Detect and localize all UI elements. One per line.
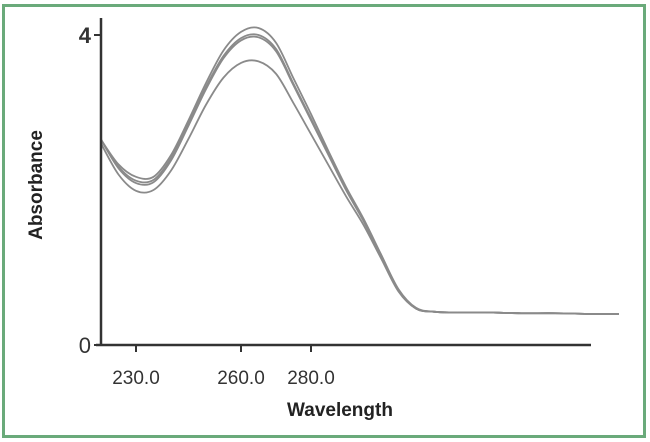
y-axis-title: Absorbance: [26, 130, 47, 240]
x-tick-label: 260.0: [217, 368, 265, 389]
series-line-sample-4: [100, 59, 620, 315]
x-tick-label: 230.0: [112, 368, 160, 389]
y-tick-label: 0: [79, 333, 91, 358]
chart-frame: [2, 4, 646, 438]
x-tick-label: 280.0: [287, 368, 335, 389]
y-tick-label: 4: [79, 23, 92, 48]
x-axis-title: Wavelength: [287, 400, 393, 421]
